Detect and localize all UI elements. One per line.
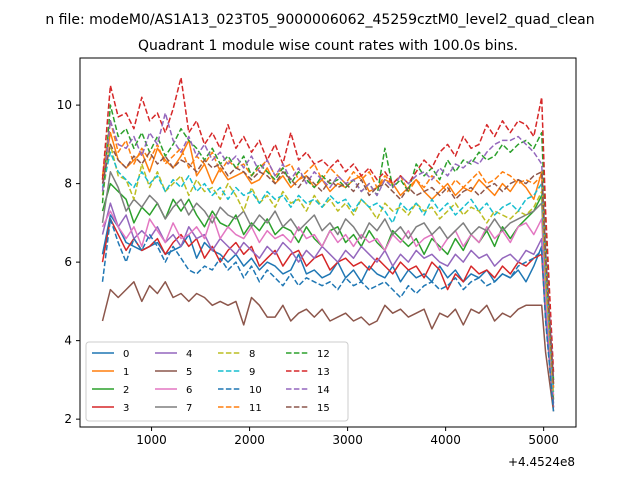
- x-offset-label: +4.4524e8: [508, 455, 575, 469]
- series-line-15: [101, 143, 555, 384]
- chart-title: Quadrant 1 module wise count rates with …: [138, 38, 518, 54]
- y-tick-label: 10: [57, 98, 72, 112]
- series-line-3: [101, 218, 555, 408]
- legend-label-10: 10: [249, 385, 262, 396]
- series-line-4: [101, 202, 555, 408]
- y-tick-label: 2: [64, 412, 72, 426]
- y-tick-label: 6: [64, 255, 72, 269]
- x-axis: 1000 2000 3000 4000 5000: [136, 427, 559, 447]
- x-tick-label: 4000: [430, 433, 461, 447]
- legend-label-14: 14: [317, 385, 330, 396]
- x-tick-label: 5000: [528, 433, 559, 447]
- y-tick-label: 8: [64, 177, 72, 191]
- series-line-13: [101, 76, 555, 373]
- series-line-8: [101, 143, 555, 396]
- y-tick-label: 4: [64, 334, 72, 348]
- series-line-5: [101, 281, 555, 412]
- legend-label-13: 13: [317, 367, 330, 378]
- figure-suptitle: n file: modeM0/AS1A13_023T05_9000006062_…: [45, 12, 594, 28]
- legend-label-15: 15: [317, 403, 330, 414]
- legend-label-8: 8: [249, 349, 255, 360]
- series-line-7: [101, 171, 555, 388]
- x-tick-label: 3000: [332, 433, 363, 447]
- series-line-11: [101, 120, 555, 388]
- series-line-9: [101, 151, 555, 392]
- series-line-0: [101, 214, 555, 404]
- series-layer: [101, 76, 555, 412]
- legend-frame: [85, 341, 349, 422]
- legend-label-0: 0: [123, 349, 129, 360]
- series-line-14: [101, 112, 555, 380]
- plot-frame: [79, 57, 577, 428]
- series-line-12: [101, 104, 555, 380]
- legend-label-2: 2: [123, 385, 129, 396]
- x-tick-label: 1000: [136, 433, 167, 447]
- legend-label-6: 6: [186, 385, 192, 396]
- legend-label-1: 1: [123, 367, 129, 378]
- series-line-6: [101, 210, 555, 396]
- y-axis: 2 4 6 8 10: [57, 98, 80, 426]
- legend-label-4: 4: [186, 349, 192, 360]
- legend-label-11: 11: [249, 403, 262, 414]
- legend-label-3: 3: [123, 403, 129, 414]
- x-tick-label: 2000: [234, 433, 265, 447]
- series-line-1: [101, 131, 555, 384]
- legend-label-5: 5: [186, 367, 192, 378]
- legend-label-7: 7: [186, 403, 192, 414]
- legend-label-9: 9: [249, 367, 255, 378]
- legend-label-12: 12: [317, 349, 330, 360]
- series-line-10: [101, 218, 555, 412]
